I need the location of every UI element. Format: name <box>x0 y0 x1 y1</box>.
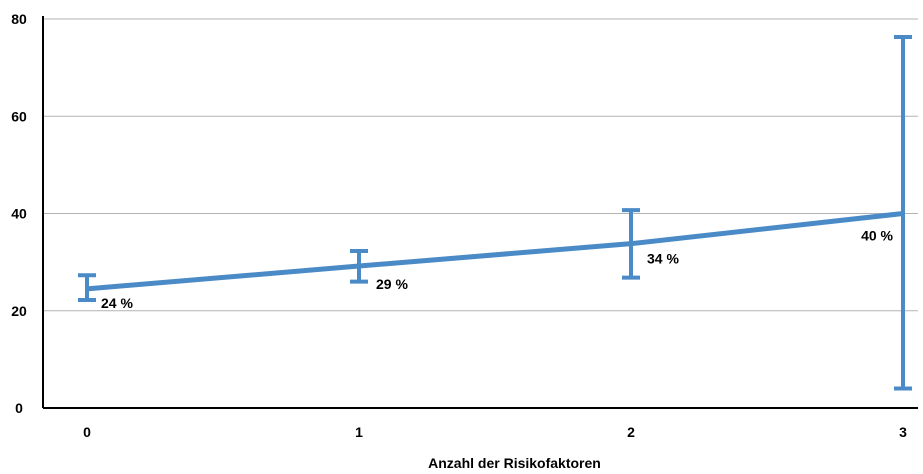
data-label-1: 29 % <box>376 276 408 292</box>
x-axis-title: Anzahl der Risikofaktoren <box>428 455 601 471</box>
series-line <box>86 211 904 292</box>
x-tick-label-2: 2 <box>627 424 635 440</box>
x-tick-label-3: 3 <box>899 424 907 440</box>
y-tick-label-60: 60 <box>11 108 27 124</box>
data-label-3: 40 % <box>861 228 893 244</box>
data-labels: 24 % 29 % 34 % 40 % <box>101 228 894 311</box>
gridlines <box>43 18 918 312</box>
y-tick-labels: 0 20 40 60 80 <box>11 11 27 416</box>
y-tick-label-0: 0 <box>15 400 23 416</box>
data-label-0: 24 % <box>101 295 133 311</box>
x-tick-labels: 0 1 2 3 <box>83 424 907 440</box>
y-tick-label-40: 40 <box>11 206 27 222</box>
x-tick-label-0: 0 <box>83 424 91 440</box>
data-label-2: 34 % <box>647 251 679 267</box>
y-tick-label-80: 80 <box>11 11 27 27</box>
y-tick-label-20: 20 <box>11 303 27 319</box>
series-group <box>86 211 904 292</box>
x-tick-label-1: 1 <box>355 424 363 440</box>
error-bars <box>78 34 912 391</box>
